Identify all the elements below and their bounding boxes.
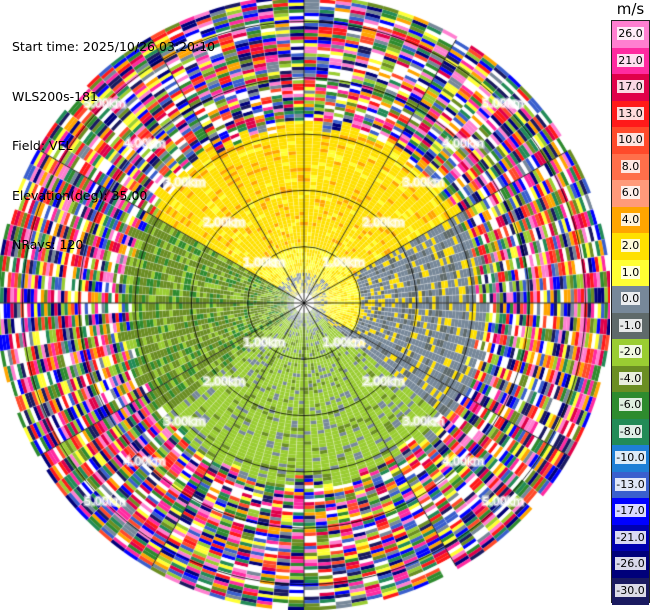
colorbar-tick-label: -4.0 xyxy=(618,371,643,385)
field-label: Field: VEL xyxy=(12,138,73,153)
colorbar-tick-label: -13.0 xyxy=(615,477,646,491)
colorbar-unit: m/s xyxy=(616,0,645,18)
colorbar-tick-label: 26.0 xyxy=(617,27,644,41)
nrays-label: NRays: 120 xyxy=(12,237,84,252)
colorbar-tick-label: -30.0 xyxy=(615,583,646,597)
colorbar-tick-label: 0.0 xyxy=(620,292,641,306)
start-time-label: Start time: 2025/10/26 03:20:10 xyxy=(12,39,216,54)
colorbar: 26.0 21.0 17.0 13.0 10.0 8.0 6.0 4.0 2.0 1.0 0.0 -1… xyxy=(611,20,650,605)
ppi-plot xyxy=(0,0,610,610)
colorbar-tick-label: 21.0 xyxy=(617,53,644,67)
colorbar-tick-label: -17.0 xyxy=(615,504,646,518)
colorbar-tick-label: 1.0 xyxy=(620,265,641,279)
colorbar-tick-label: 17.0 xyxy=(617,80,644,94)
colorbar-tick-label: 8.0 xyxy=(620,159,641,173)
colorbar-tick-label: -6.0 xyxy=(618,398,643,412)
elevation-label: Elevation(deg): 35.00 xyxy=(12,187,148,203)
colorbar-tick-label: -10.0 xyxy=(615,451,646,465)
colorbar-tick-label: 13.0 xyxy=(617,106,644,120)
colorbar-tick-label: -2.0 xyxy=(618,345,643,359)
instrument-label: WLS200s-181 xyxy=(12,88,98,104)
colorbar-tick-label: 2.0 xyxy=(620,239,641,253)
colorbar-tick-label: -8.0 xyxy=(618,424,643,438)
colorbar-tick-label: 10.0 xyxy=(617,133,644,147)
colorbar-tick-label: -26.0 xyxy=(615,557,646,571)
colorbar-tick-label: -21.0 xyxy=(615,530,646,544)
scan-info: Start time: 2025/10/26 03:20:10 WLS200s-… xyxy=(12,6,215,270)
colorbar-tick-label: 6.0 xyxy=(620,186,641,200)
colorbar-tick-label: 4.0 xyxy=(620,212,641,226)
colorbar-tick-label: -1.0 xyxy=(618,318,643,332)
